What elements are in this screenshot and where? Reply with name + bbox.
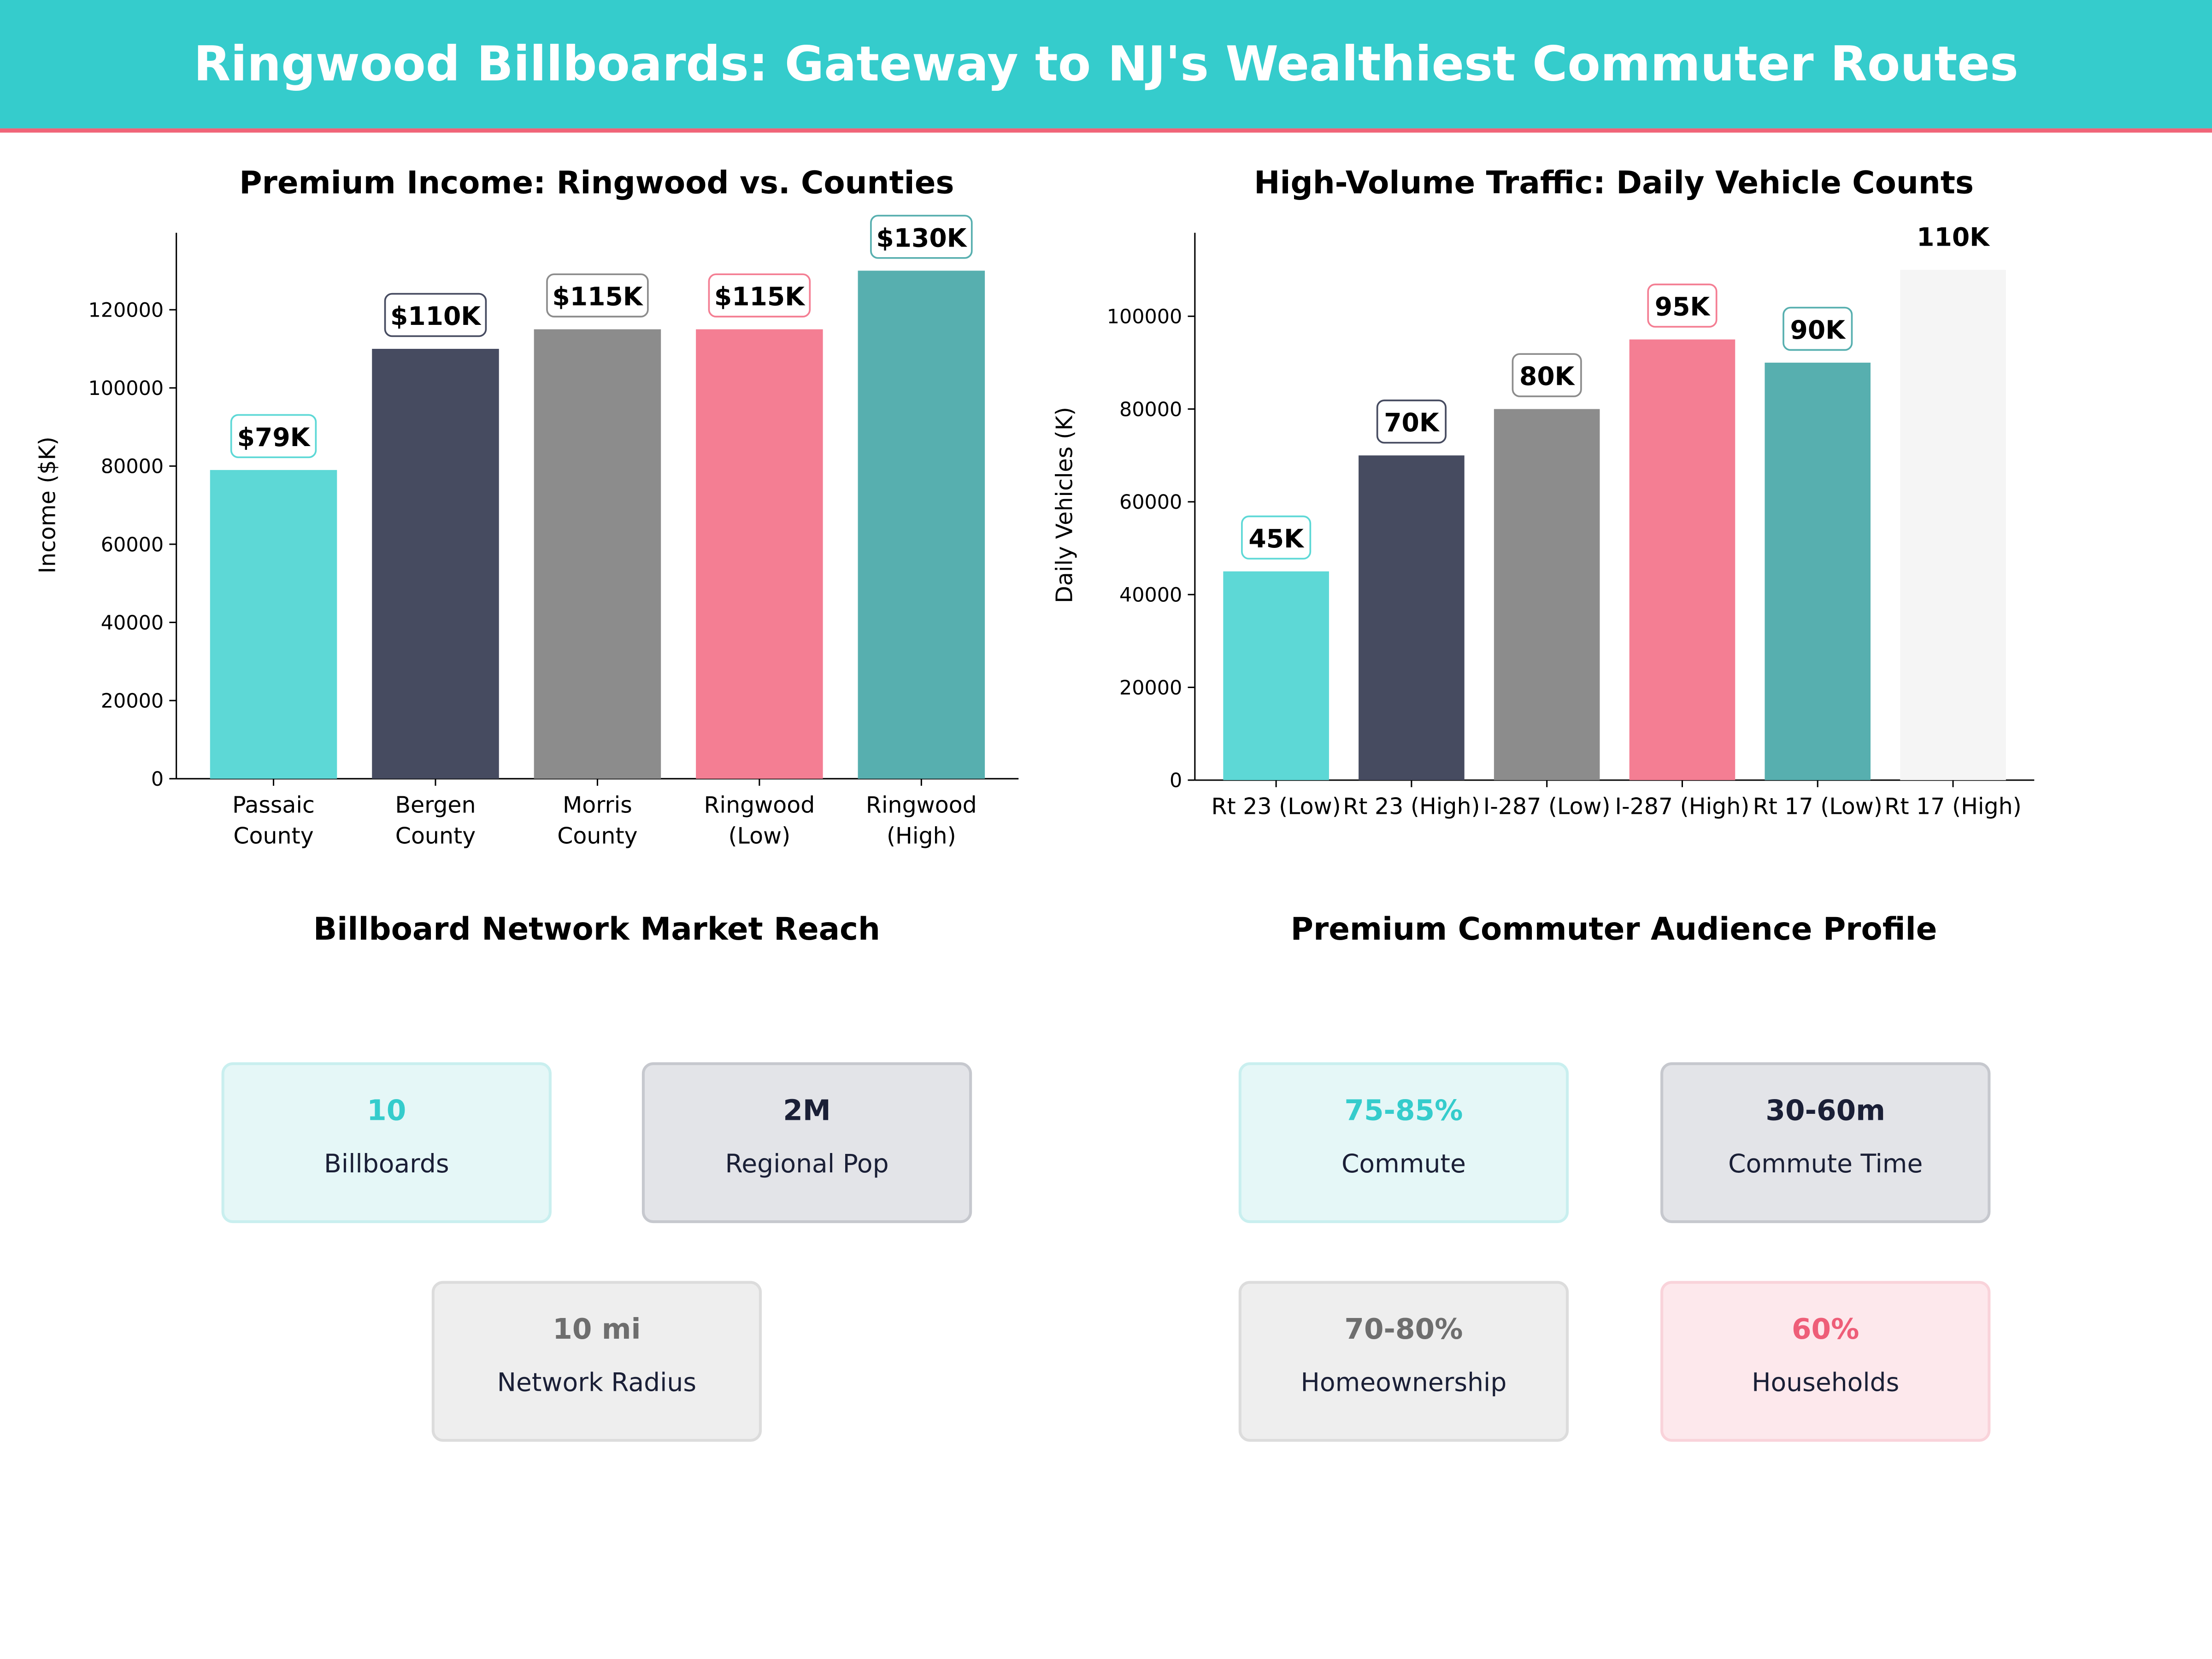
- audience-card: 75-85% Commute: [1238, 1062, 1569, 1224]
- data-label-box: [1783, 306, 1853, 351]
- x-tick-label: I-287 (Low): [1483, 793, 1611, 819]
- x-tick-label: Bergen County: [395, 792, 476, 849]
- y-tick-label: 40000: [1119, 584, 1182, 607]
- audience-profile-title: Premium Commuter Audience Profile: [1291, 911, 1937, 947]
- data-label-box: [1910, 214, 1996, 258]
- data-label: 45K: [1248, 524, 1305, 553]
- data-label: $115K: [552, 282, 643, 312]
- data-label: 110K: [1917, 223, 1990, 252]
- card-value: 30-60m: [1765, 1094, 1885, 1127]
- market-reach-card: 10 mi Network Radius: [431, 1281, 762, 1442]
- bar: [1494, 409, 1600, 780]
- x-tick-label: Rt 23 (Low): [1211, 793, 1341, 819]
- data-label: 70K: [1384, 408, 1440, 437]
- bar: [372, 348, 499, 779]
- x-tick-label: I-287 (High): [1615, 793, 1750, 819]
- card-background: [221, 1062, 552, 1224]
- traffic-chart-title: High-Volume Traffic: Daily Vehicle Count…: [1254, 164, 1974, 200]
- data-label-box: [1647, 283, 1718, 328]
- x-tick-label: Ringwood (High): [866, 792, 977, 849]
- data-label: $115K: [714, 282, 806, 312]
- x-tick-label: Rt 17 (High): [1884, 793, 2021, 819]
- card-background: [1238, 1062, 1569, 1224]
- x-tick-label: Morris County: [557, 792, 637, 849]
- card-label: Households: [1752, 1367, 1899, 1397]
- data-label: 90K: [1790, 315, 1847, 345]
- data-label-box: [708, 273, 811, 318]
- y-tick-label: 0: [151, 768, 164, 791]
- card-background: [1660, 1281, 1991, 1442]
- y-tick-label: 20000: [101, 689, 164, 712]
- card-value: 70-80%: [1344, 1313, 1463, 1346]
- data-label: $79K: [237, 423, 311, 452]
- y-tick-label: 80000: [101, 455, 164, 478]
- y-tick-label: 120000: [88, 299, 164, 322]
- card-label: Regional Pop: [725, 1149, 888, 1178]
- card-background: [1238, 1281, 1569, 1442]
- income-chart-title: Premium Income: Ringwood vs. Counties: [239, 164, 954, 200]
- card-label: Commute Time: [1728, 1149, 1923, 1178]
- header-accent-line: [0, 128, 2212, 133]
- card-background: [1660, 1062, 1991, 1224]
- y-tick-label: 100000: [1107, 306, 1182, 329]
- audience-profile-cards: 75-85% Commute 30-60m Commute Time 70-80% Hom…: [1238, 1062, 1991, 1442]
- audience-card: 30-60m Commute Time: [1660, 1062, 1991, 1224]
- card-value: 75-85%: [1344, 1094, 1463, 1127]
- bar: [1900, 270, 2006, 780]
- header-banner: [0, 0, 2212, 129]
- data-label: $110K: [390, 301, 482, 331]
- card-value: 60%: [1792, 1313, 1859, 1346]
- y-tick-label: 60000: [101, 533, 164, 556]
- data-label-box: [230, 414, 317, 459]
- card-value: 10 mi: [553, 1313, 641, 1346]
- data-label-box: [384, 293, 487, 337]
- card-background: [431, 1281, 762, 1442]
- audience-card: 60% Households: [1660, 1281, 1991, 1442]
- market-reach-card: 2M Regional Pop: [641, 1062, 972, 1224]
- y-tick-label: 0: [1170, 769, 1182, 792]
- card-label: Billboards: [324, 1149, 449, 1178]
- data-label: 95K: [1655, 292, 1711, 322]
- y-tick-label: 20000: [1119, 677, 1182, 700]
- market-reach-title: Billboard Network Market Reach: [313, 911, 880, 947]
- y-tick-label: 40000: [101, 612, 164, 635]
- bar: [1223, 571, 1329, 780]
- data-label-box: [546, 273, 649, 318]
- bar: [696, 329, 823, 779]
- data-label-box: [1241, 515, 1312, 560]
- traffic-chart: 0 20000 40000 60000 80000 100000 45K Rt 23 (Low…: [1107, 214, 2035, 819]
- audience-card: 70-80% Homeownership: [1238, 1281, 1569, 1442]
- card-label: Commute: [1341, 1149, 1466, 1178]
- card-background: [641, 1062, 972, 1224]
- x-tick-label: Passaic County: [232, 792, 315, 849]
- bar: [534, 329, 661, 779]
- bar: [1765, 362, 1871, 780]
- bar: [1359, 455, 1465, 780]
- x-tick-label: Ringwood (Low): [704, 792, 815, 849]
- market-reach-cards: 10 Billboards 2M Regional Pop 10 mi Network R…: [221, 1062, 972, 1442]
- traffic-chart-ylabel: Daily Vehicles (K): [1052, 407, 1078, 603]
- bar: [210, 470, 337, 779]
- card-value: 2M: [783, 1094, 831, 1127]
- card-label: Homeownership: [1300, 1367, 1506, 1397]
- data-label-box: [1512, 353, 1582, 397]
- y-tick-label: 60000: [1119, 491, 1182, 514]
- x-tick-label: Rt 23 (High): [1343, 793, 1480, 819]
- income-chart: 0 20000 40000 60000 80000 100000 120000 $79K Pas…: [88, 215, 1019, 849]
- income-chart-ylabel: Income ($K): [34, 436, 60, 573]
- y-tick-label: 100000: [88, 377, 164, 400]
- data-label-box: [1376, 400, 1447, 444]
- market-reach-card: 10 Billboards: [221, 1062, 552, 1224]
- data-label-box: [870, 215, 973, 259]
- card-value: 10: [367, 1094, 406, 1127]
- bar: [858, 271, 985, 779]
- card-label: Network Radius: [497, 1367, 696, 1397]
- data-label: 80K: [1519, 362, 1576, 391]
- x-tick-label: Rt 17 (Low): [1753, 793, 1883, 819]
- bar: [1629, 339, 1735, 780]
- y-tick-label: 80000: [1119, 398, 1182, 421]
- page-title: Ringwood Billboards: Gateway to NJ's Wea…: [194, 35, 2018, 92]
- data-label: $130K: [876, 223, 967, 253]
